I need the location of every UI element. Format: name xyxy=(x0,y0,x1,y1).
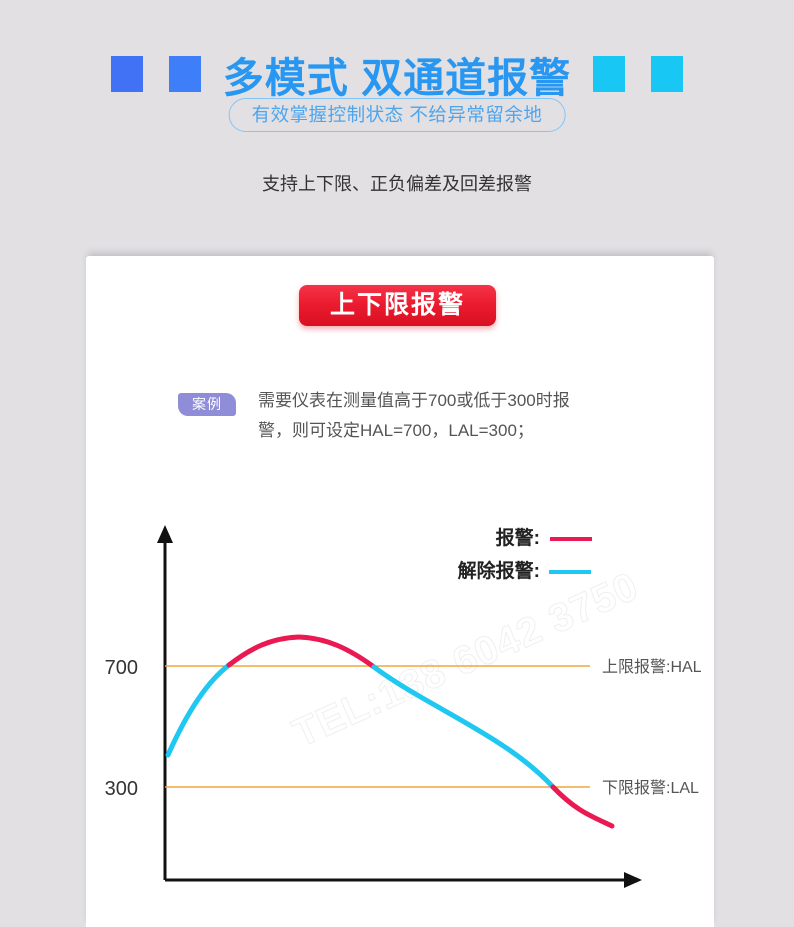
svg-text:上限报警:HAL: 上限报警:HAL xyxy=(602,658,702,676)
svg-text:解除报警:: 解除报警: xyxy=(458,559,540,582)
svg-text:下限报警:LAL: 下限报警:LAL xyxy=(602,779,699,797)
svg-text:报警:: 报警: xyxy=(496,526,540,549)
svg-text:700: 700 xyxy=(105,657,138,679)
svg-text:300: 300 xyxy=(105,778,138,800)
